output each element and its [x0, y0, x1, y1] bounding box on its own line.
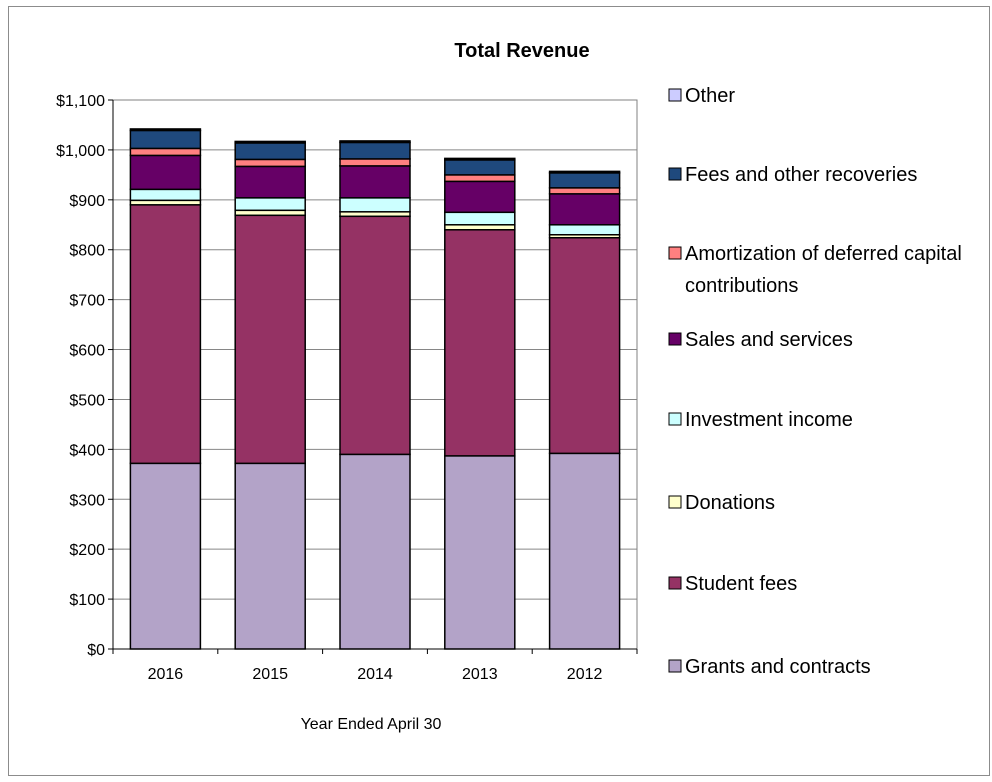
legend: Other Fees and other recoveries Amortizati… [668, 85, 962, 678]
legend-label: Amortization of deferred capital contribu… [685, 243, 962, 297]
legend-swatch [668, 88, 682, 102]
bar-segment [234, 214, 306, 465]
bar-segment [548, 224, 621, 236]
chart-title: Total Revenue [454, 40, 589, 62]
x-axis-ticks: 2016 2015 2014 2013 2012 [112, 649, 638, 683]
bar-segment [129, 147, 202, 157]
bar-segment [129, 154, 202, 191]
bar-segment [548, 187, 621, 195]
bar-segment [548, 172, 621, 189]
bar-segment [339, 453, 411, 650]
x-tick-label: 2014 [357, 666, 393, 683]
legend-label: Investment income [685, 409, 853, 431]
bar-segment [129, 129, 202, 150]
legend-label: Sales and services [685, 329, 853, 351]
legend-label: Fees and other recoveries [685, 164, 917, 186]
legend-swatch [668, 576, 682, 590]
bar-segment [339, 140, 411, 144]
bar-segment [129, 204, 202, 465]
y-tick-label: $1,100 [56, 93, 105, 110]
bar-segment [444, 229, 516, 457]
bar-segment [339, 141, 411, 160]
legend-label: Other [685, 85, 735, 107]
legend-swatch [668, 246, 682, 260]
bar-segment [548, 452, 621, 650]
y-tick-label: $1,000 [56, 143, 105, 160]
bar-segment [339, 215, 411, 456]
bar-segment [234, 142, 306, 161]
bar-segment [339, 197, 411, 213]
bar-segment [339, 165, 411, 199]
bars [129, 128, 621, 650]
bar-segment [234, 140, 306, 144]
y-tick-label: $100 [69, 592, 105, 609]
bar-segment [444, 174, 516, 183]
legend-swatch [668, 167, 682, 181]
bar-segment [444, 157, 516, 161]
bar-segment [234, 462, 306, 650]
legend-swatch [668, 659, 682, 673]
bar-segment [444, 180, 516, 214]
bar-segment [234, 197, 306, 212]
bar-segment [234, 165, 306, 199]
bar-segment [129, 462, 202, 650]
y-tick-label: $0 [87, 642, 105, 659]
legend-swatch [668, 495, 682, 509]
y-axis-ticks: $0 $100 $200 $300 $400 $500 $600 $700 $800 $900 $1… [56, 93, 113, 659]
legend-label: Donations [685, 492, 775, 514]
x-axis-title: Year Ended April 30 [301, 716, 442, 733]
y-tick-label: $400 [69, 442, 105, 459]
bar-segment [548, 193, 621, 226]
bar-segment [548, 170, 621, 174]
legend-swatch [668, 412, 682, 426]
x-tick-label: 2012 [567, 666, 603, 683]
bar-segment [129, 128, 202, 132]
y-tick-label: $800 [69, 243, 105, 260]
y-tick-label: $600 [69, 343, 105, 360]
legend-swatch [668, 332, 682, 346]
bar-segment [129, 188, 202, 202]
bar-segment [444, 211, 516, 226]
y-tick-label: $700 [69, 293, 105, 310]
legend-label: Student fees [685, 573, 797, 595]
bar-segment [444, 159, 516, 176]
bar-segment [444, 455, 516, 650]
y-tick-label: $300 [69, 492, 105, 509]
x-tick-label: 2016 [148, 666, 184, 683]
bar-segment [339, 158, 411, 167]
y-tick-label: $200 [69, 542, 105, 559]
y-tick-label: $500 [69, 392, 105, 409]
legend-label: Grants and contracts [685, 656, 871, 678]
y-tick-label: $900 [69, 193, 105, 210]
bar-segment [234, 158, 306, 168]
x-tick-label: 2013 [462, 666, 498, 683]
bar-segment [548, 236, 621, 455]
x-tick-label: 2015 [252, 666, 288, 683]
